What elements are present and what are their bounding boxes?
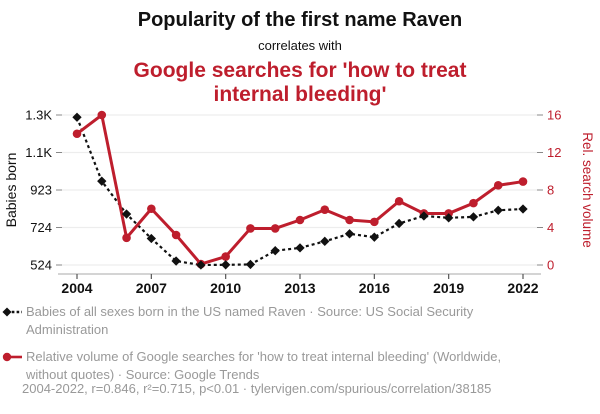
data-point-circle [518, 177, 528, 186]
chart-header: Popularity of the first name Raven corre… [0, 0, 600, 106]
right-axis-title: Rel. search volume [580, 132, 595, 248]
data-point-circle [246, 224, 255, 233]
data-point-circle [270, 224, 280, 233]
legend-item-searches: Relative volume of Google searches for '… [0, 348, 600, 384]
data-point-diamond [369, 232, 380, 242]
footer-stats-text: 2004-2022, r=0.846, r²=0.715, p<0.01 · t… [22, 381, 492, 396]
left-tick-label: 724 [30, 220, 52, 235]
data-point-diamond [468, 212, 479, 222]
x-tick-label: 2007 [136, 280, 167, 296]
right-tick-label: 0 [547, 258, 554, 273]
x-tick-label: 2010 [210, 280, 241, 296]
x-tick-label: 2004 [61, 280, 92, 296]
data-point-circle [394, 196, 404, 206]
chart-subtitle: Google searches for 'how to treat intern… [133, 59, 467, 106]
left-tick-label: 1.3K [25, 108, 52, 123]
data-point-circle [97, 110, 107, 120]
data-point-circle [72, 129, 82, 139]
x-tick-label: 2019 [433, 280, 464, 296]
data-point-diamond [394, 218, 404, 229]
left-axis-title: Babies born [3, 153, 19, 228]
data-point-circle [345, 215, 354, 225]
x-tick-label: 2022 [507, 280, 538, 296]
left-tick-label: 923 [30, 183, 52, 198]
data-point-diamond [518, 204, 528, 214]
data-point-circle [147, 204, 156, 214]
right-tick-label: 4 [547, 220, 554, 235]
data-point-circle [171, 230, 181, 240]
x-tick-label: 2013 [284, 280, 315, 296]
data-point-diamond [121, 209, 132, 219]
right-tick-label: 16 [547, 108, 561, 123]
x-tick-label: 2016 [359, 280, 390, 296]
data-point-circle [122, 233, 131, 243]
data-point-diamond [171, 256, 181, 266]
data-point-diamond [146, 233, 157, 244]
data-point-circle [295, 215, 305, 225]
data-point-diamond [196, 260, 206, 270]
data-point-diamond [295, 243, 305, 253]
data-point-diamond [72, 112, 82, 122]
line-chart: 524 0 724 4 923 8 1.1K 12 1.3K 16 2004 2007 2010 2013… [3, 108, 595, 297]
data-point-diamond [220, 260, 231, 270]
left-tick-label: 524 [30, 258, 52, 273]
right-tick-label: 8 [547, 183, 554, 198]
data-point-diamond [320, 236, 330, 246]
legend-item-babies: Babies of all sexes born in the US named… [0, 303, 600, 339]
data-point-circle [221, 252, 230, 261]
data-point-diamond [344, 229, 355, 239]
left-tick-label: 1.1K [25, 145, 52, 160]
legend-label-searches: Relative volume of Google searches for '… [26, 348, 502, 382]
data-point-diamond [97, 176, 107, 186]
data-point-diamond [493, 205, 503, 215]
chart-connector-text: correlates with [258, 38, 342, 53]
circle-solid-line-icon [2, 352, 22, 362]
right-tick-label: 12 [547, 145, 561, 160]
chart-title: Popularity of the first name Raven [137, 9, 463, 31]
data-point-diamond [245, 259, 256, 270]
series-line-babies [75, 116, 524, 267]
diamond-dashed-line-icon [2, 307, 22, 317]
data-point-circle [370, 217, 379, 227]
legend: Babies of all sexes born in the US named… [0, 303, 600, 393]
data-point-circle [493, 181, 503, 190]
data-point-circle [469, 198, 478, 208]
data-point-diamond [270, 246, 280, 256]
legend-label-babies: Babies of all sexes born in the US named… [26, 304, 474, 337]
data-point-circle [320, 205, 330, 214]
